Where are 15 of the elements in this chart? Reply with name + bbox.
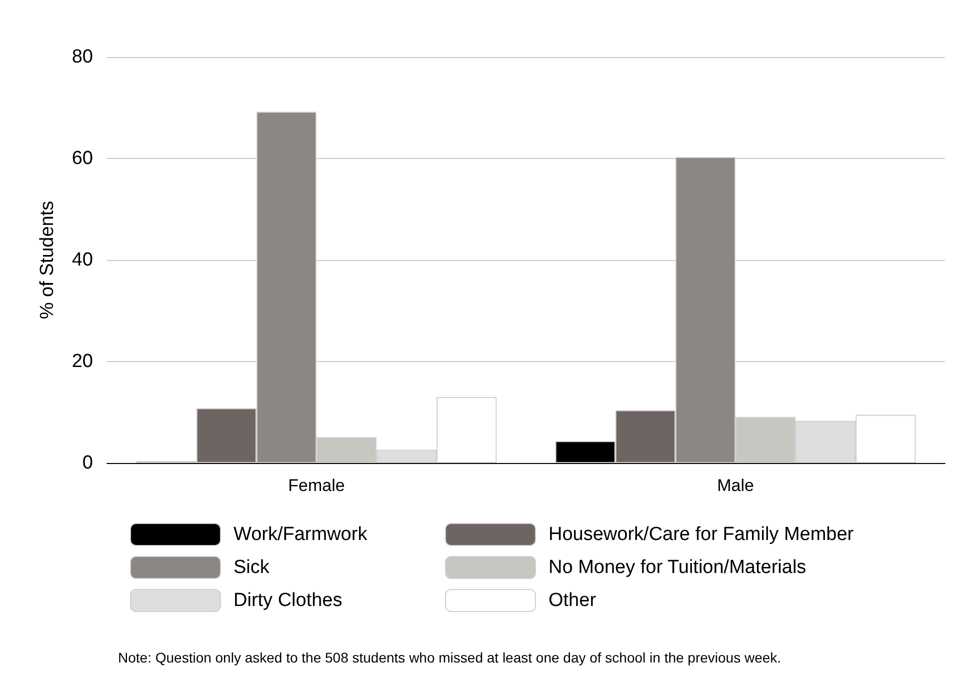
y-tick-label: 20 [72, 351, 93, 372]
x-tick-label: Male [717, 476, 754, 495]
legend-label: Sick [234, 557, 270, 578]
x-tick-label: Female [288, 476, 345, 495]
y-tick-label: 60 [72, 148, 93, 169]
text: Note: Question only asked to the 508 students who missed at least one day of school in the previous week. [118, 650, 782, 666]
legend-label: Housework/Care for Family Member [548, 524, 854, 545]
legend-label: Dirty Clothes [234, 590, 342, 611]
y-tick-label: 80 [72, 46, 93, 68]
legend-label: Other [548, 590, 597, 611]
y-axis-title: % of Students [37, 200, 58, 320]
y-tick-label: 40 [72, 250, 93, 270]
legend-label: No Money for Tuition/Materials [548, 557, 806, 578]
legend-label: Work/Farmwork [234, 524, 368, 545]
y-tick-label: 0 [82, 452, 93, 474]
